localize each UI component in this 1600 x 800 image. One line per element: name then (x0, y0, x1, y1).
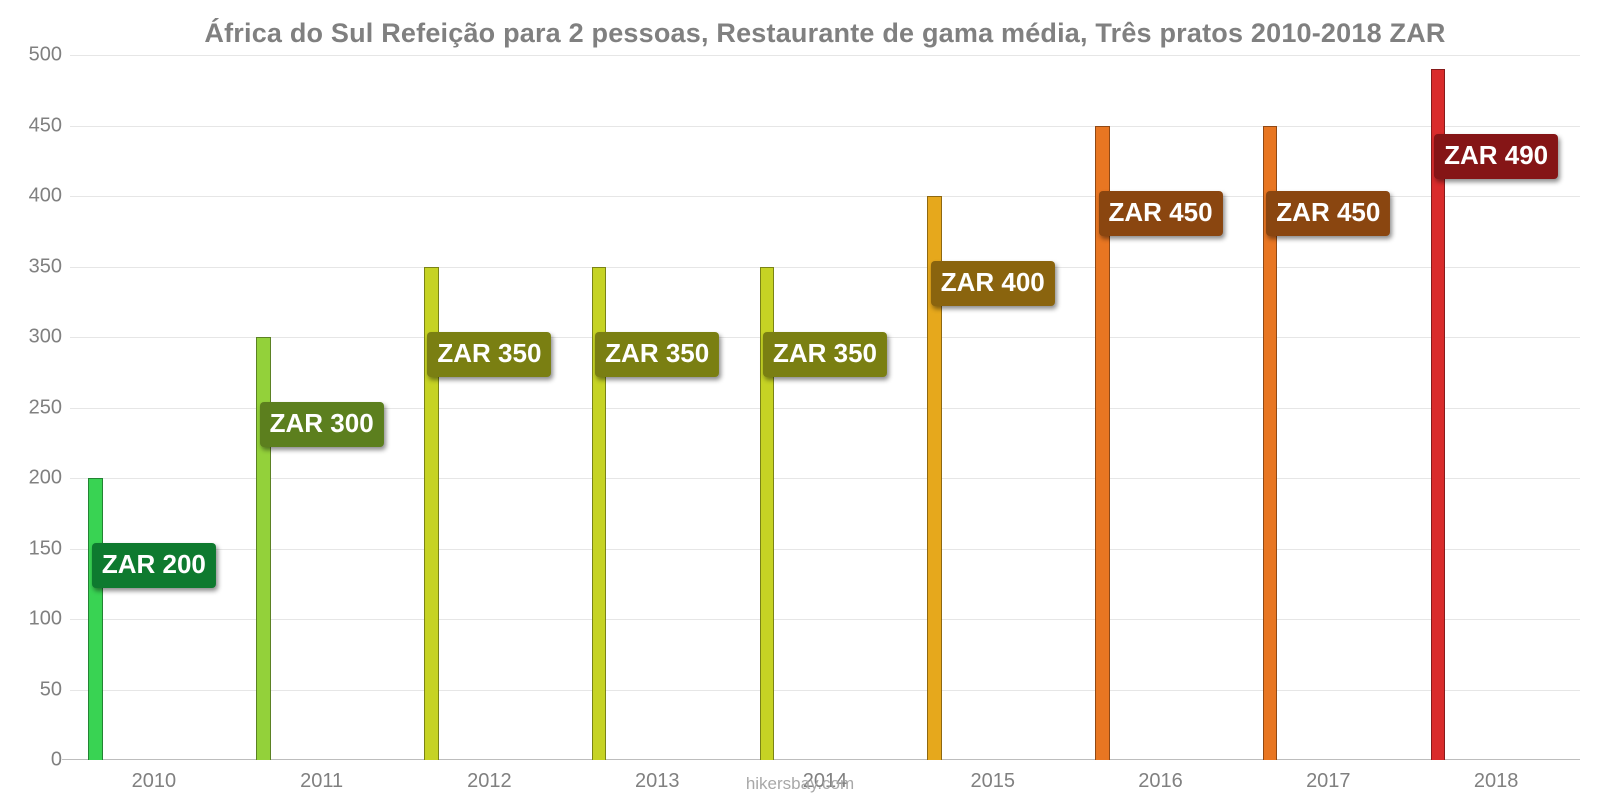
value-badge: ZAR 350 (427, 332, 551, 377)
value-badge: ZAR 200 (92, 543, 216, 588)
y-tick-label: 150 (20, 537, 62, 560)
bar-slot: ZAR 4502017 (1244, 55, 1412, 760)
bar-slot: ZAR 2002010 (70, 55, 238, 760)
bar-slot: ZAR 3002011 (238, 55, 406, 760)
bar (88, 478, 103, 760)
bar-slot: ZAR 3502014 (741, 55, 909, 760)
bar-slot: ZAR 3502012 (406, 55, 574, 760)
bar-slot: ZAR 4502016 (1077, 55, 1245, 760)
value-badge: ZAR 350 (595, 332, 719, 377)
y-tick-label: 450 (20, 114, 62, 137)
chart-container: África do Sul Refeição para 2 pessoas, R… (0, 0, 1600, 800)
value-badge: ZAR 450 (1266, 191, 1390, 236)
y-tick-label: 50 (20, 678, 62, 701)
plot-inner: 050100150200250300350400450500ZAR 200201… (70, 55, 1580, 760)
y-tick-label: 300 (20, 326, 62, 349)
y-tick-label: 0 (20, 749, 62, 772)
value-badge: ZAR 300 (260, 402, 384, 447)
value-badge: ZAR 490 (1434, 134, 1558, 179)
credit-text: hikersbay.com (0, 774, 1600, 794)
plot-area: 050100150200250300350400450500ZAR 200201… (70, 55, 1580, 760)
bar-slot: ZAR 4002015 (909, 55, 1077, 760)
y-tick-label: 500 (20, 44, 62, 67)
value-badge: ZAR 350 (763, 332, 887, 377)
bar-slot: ZAR 4902018 (1412, 55, 1580, 760)
value-badge: ZAR 400 (931, 261, 1055, 306)
y-tick-label: 350 (20, 255, 62, 278)
y-tick-label: 400 (20, 185, 62, 208)
y-tick-label: 200 (20, 467, 62, 490)
bar (256, 337, 271, 760)
value-badge: ZAR 450 (1099, 191, 1223, 236)
bar-slot: ZAR 3502013 (573, 55, 741, 760)
chart-title: África do Sul Refeição para 2 pessoas, R… (70, 18, 1580, 49)
y-tick-label: 100 (20, 608, 62, 631)
y-tick-label: 250 (20, 396, 62, 419)
